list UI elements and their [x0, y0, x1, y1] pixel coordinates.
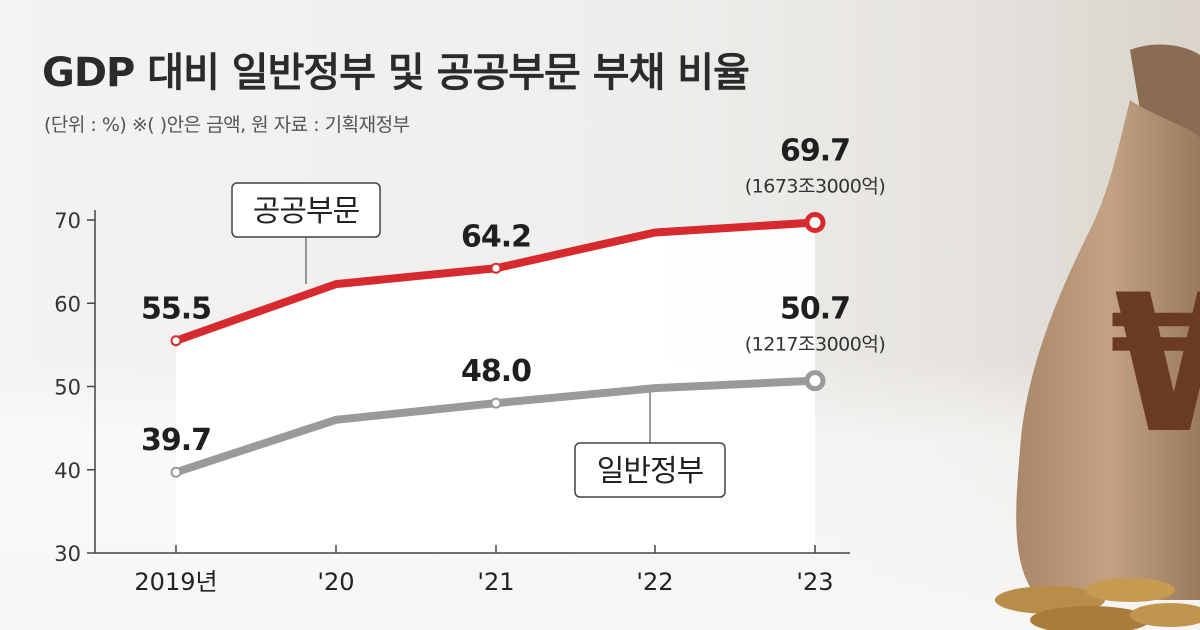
x-tick-label: '20	[317, 568, 354, 596]
y-tick-label: 30	[54, 542, 81, 566]
callout-box-public	[231, 182, 381, 238]
data-point-general	[804, 370, 826, 392]
data-label-general: 39.7	[141, 423, 211, 458]
data-point-public	[170, 335, 182, 347]
data-point-general	[490, 397, 502, 409]
data-point-general	[170, 466, 182, 478]
data-label-public: 64.2	[461, 219, 531, 254]
svg-text:₩: ₩	[1110, 254, 1200, 475]
data-note-general: (1217조3000억)	[745, 334, 886, 356]
x-tick-label: 2019년	[134, 568, 217, 596]
chart-title: GDP 대비 일반정부 및 공공부문 부채 비율	[42, 50, 750, 96]
money-bag-illustration: ₩	[995, 44, 1200, 630]
chart-subtitle: (단위 : %) ※( )안은 금액, 원 자료 : 기획재정부	[44, 114, 410, 136]
x-tick-label: '22	[636, 568, 673, 596]
y-tick-label: 50	[54, 376, 81, 400]
data-point-public	[490, 262, 502, 274]
data-point-public	[804, 211, 826, 233]
data-label-public: 55.5	[141, 292, 211, 327]
x-tick-label: '23	[796, 568, 833, 596]
x-tick-label: '21	[477, 568, 514, 596]
data-note-public: (1673조3000억)	[745, 175, 886, 197]
callout-box-general	[574, 442, 726, 498]
data-label-general: 48.0	[461, 354, 531, 389]
series-label-public: 공공부문	[253, 194, 360, 229]
series-label-general: 일반정부	[597, 454, 704, 489]
y-tick-label: 60	[54, 292, 81, 316]
data-label-public: 69.7	[780, 133, 850, 168]
y-tick-label: 40	[54, 459, 81, 483]
y-tick-label: 70	[54, 209, 81, 233]
data-label-general: 50.7	[780, 292, 850, 327]
